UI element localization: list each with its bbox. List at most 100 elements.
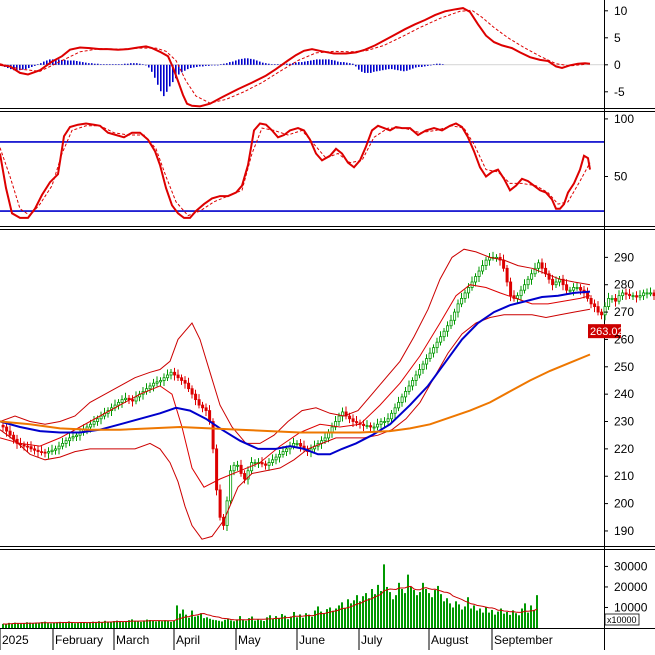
- price-candle-body: [36, 449, 40, 453]
- macd-histogram-bar: [79, 61, 81, 65]
- price-candle-body: [442, 330, 446, 338]
- price-candle-body: [530, 273, 534, 280]
- x-axis-label: April: [176, 633, 200, 647]
- macd-histogram-bar: [277, 64, 279, 65]
- price-candle-body: [628, 293, 632, 297]
- volume-bar: [152, 620, 154, 628]
- price-candle-body: [246, 470, 250, 480]
- price-candle-body: [215, 448, 219, 491]
- price-candle-body: [348, 415, 352, 420]
- volume-bar: [512, 610, 514, 628]
- volume-bar: [47, 623, 49, 628]
- price-candle-body: [561, 278, 565, 286]
- volume-bar: [302, 617, 304, 628]
- price-candle-body: [295, 443, 299, 445]
- volume-bar: [491, 609, 493, 628]
- volume-bar: [149, 619, 151, 628]
- volume-bar: [209, 618, 211, 628]
- price-candle-body: [64, 440, 68, 444]
- price-candle-body: [372, 426, 376, 429]
- volume-bar: [395, 595, 397, 628]
- macd-histogram-bar: [286, 63, 288, 65]
- macd-histogram-bar: [313, 59, 315, 65]
- y-tick-label: 220: [614, 442, 634, 456]
- macd-histogram-bar: [130, 63, 132, 65]
- price-candle-body: [393, 407, 397, 414]
- price-candle-body: [631, 295, 635, 298]
- price-candle-body: [54, 448, 58, 451]
- volume-bar: [179, 613, 181, 628]
- price-candle-body: [369, 425, 373, 428]
- price-candle-body: [355, 421, 359, 424]
- volume-bar: [239, 616, 241, 628]
- volume-bar: [476, 610, 478, 628]
- volume-bar: [125, 621, 127, 628]
- macd-panel: [0, 7, 604, 108]
- macd-histogram-bar: [184, 64, 186, 71]
- price-candle-body: [337, 415, 341, 422]
- price-candle-body: [400, 396, 404, 403]
- volume-bar: [29, 622, 31, 628]
- price-candle-body: [425, 358, 429, 365]
- volume-bar: [293, 611, 295, 628]
- volume-bar: [71, 622, 73, 628]
- price-candle-body: [281, 451, 285, 455]
- volume-bar: [320, 611, 322, 628]
- macd-histogram-bar: [400, 64, 402, 71]
- price-candle-body: [484, 259, 488, 266]
- macd-histogram-bar: [100, 64, 102, 65]
- volume-bar: [191, 610, 193, 628]
- macd-histogram-bar: [142, 64, 144, 65]
- macd-histogram-bar: [373, 64, 375, 72]
- macd-histogram-bar: [13, 64, 15, 71]
- volume-bar: [65, 623, 67, 628]
- x-axis-label: February: [55, 633, 103, 647]
- price-candle-body: [57, 445, 61, 450]
- volume-bar: [485, 607, 487, 628]
- y-tick-label: 30000: [614, 559, 648, 573]
- price-candle-body: [260, 462, 264, 465]
- macd-histogram-bar: [322, 59, 324, 65]
- macd-histogram-bar: [265, 63, 267, 65]
- volume-bar: [341, 602, 343, 628]
- volume-bar: [356, 595, 358, 628]
- volume-bar: [233, 621, 235, 628]
- macd-histogram-bar: [412, 64, 414, 69]
- volume-bar: [215, 620, 217, 628]
- macd-histogram-bar: [208, 64, 210, 66]
- price-candle-body: [148, 385, 152, 390]
- volume-bar: [278, 618, 280, 628]
- macd-histogram-bar: [199, 64, 201, 67]
- volume-bar: [197, 615, 199, 628]
- price-candle-body: [117, 401, 121, 406]
- volume-bar: [365, 593, 367, 628]
- price-bollinger-upper-line: [0, 248, 591, 444]
- volume-bar: [419, 592, 421, 628]
- volume-bar: [452, 607, 454, 628]
- macd-histogram-bar: [247, 58, 249, 65]
- macd-histogram-bar: [430, 64, 432, 66]
- price-candle-body: [379, 421, 383, 425]
- price-candle-body: [180, 377, 184, 381]
- volume-bar: [158, 620, 160, 628]
- price-candle-body: [285, 448, 289, 453]
- volume-bar: [386, 586, 388, 628]
- macd-histogram-bar: [235, 60, 237, 65]
- price-candle-body: [649, 292, 653, 295]
- volume-bar: [500, 608, 502, 628]
- volume-bar: [95, 622, 97, 628]
- price-candle-body: [351, 418, 355, 422]
- volume-bar: [440, 594, 442, 628]
- volume-bar: [83, 622, 85, 628]
- volume-bar: [206, 617, 208, 628]
- macd-histogram-bar: [370, 64, 372, 73]
- price-candle-body: [607, 297, 611, 308]
- volume-bar: [251, 616, 253, 628]
- y-tick-label: 200: [614, 497, 634, 511]
- price-candle-body: [61, 443, 65, 447]
- macd-histogram-bar: [358, 64, 360, 70]
- price-candle-body: [414, 374, 418, 381]
- volume-bar: [11, 623, 13, 628]
- volume-bar: [56, 622, 58, 628]
- price-candle-body: [22, 444, 26, 447]
